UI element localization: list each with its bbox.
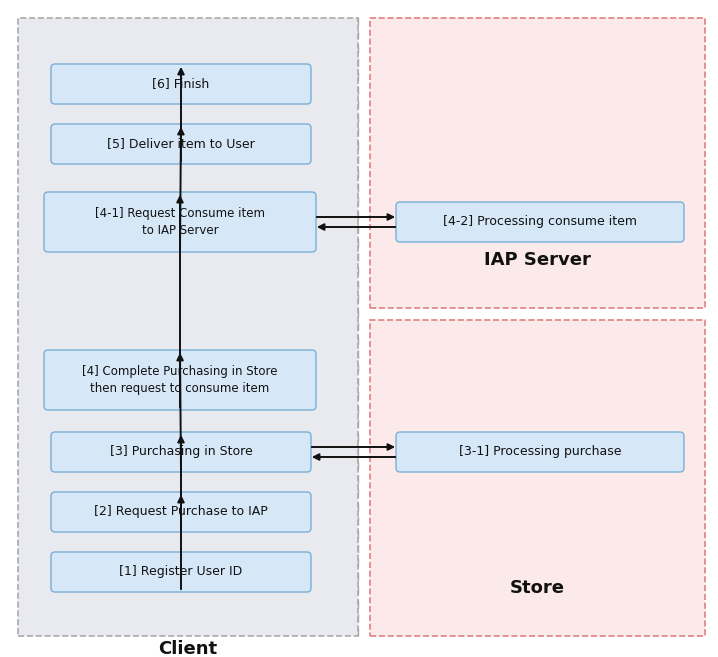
Text: [6] Finish: [6] Finish	[152, 78, 210, 91]
FancyBboxPatch shape	[370, 18, 705, 308]
FancyBboxPatch shape	[370, 320, 705, 636]
Text: [4] Complete Purchasing in Store
then request to consume item: [4] Complete Purchasing in Store then re…	[83, 365, 278, 395]
Text: Store: Store	[510, 579, 564, 597]
FancyBboxPatch shape	[44, 350, 316, 410]
Text: Client
(IAP SDK installed): Client (IAP SDK installed)	[92, 640, 284, 657]
FancyBboxPatch shape	[396, 432, 684, 472]
Text: [3] Purchasing in Store: [3] Purchasing in Store	[110, 445, 252, 459]
Text: [1] Register User ID: [1] Register User ID	[119, 566, 243, 579]
FancyBboxPatch shape	[51, 552, 311, 592]
Text: [5] Deliver item to User: [5] Deliver item to User	[107, 137, 255, 150]
Text: IAP Server: IAP Server	[483, 251, 590, 269]
FancyBboxPatch shape	[51, 432, 311, 472]
FancyBboxPatch shape	[396, 202, 684, 242]
Text: [2] Request Purchase to IAP: [2] Request Purchase to IAP	[94, 505, 268, 518]
FancyBboxPatch shape	[51, 492, 311, 532]
Text: [3-1] Processing purchase: [3-1] Processing purchase	[459, 445, 621, 459]
Text: [4-2] Processing consume item: [4-2] Processing consume item	[443, 215, 637, 229]
FancyBboxPatch shape	[51, 64, 311, 104]
Text: [4-1] Request Consume item
to IAP Server: [4-1] Request Consume item to IAP Server	[95, 207, 265, 237]
FancyBboxPatch shape	[44, 192, 316, 252]
FancyBboxPatch shape	[18, 18, 358, 636]
FancyBboxPatch shape	[51, 124, 311, 164]
